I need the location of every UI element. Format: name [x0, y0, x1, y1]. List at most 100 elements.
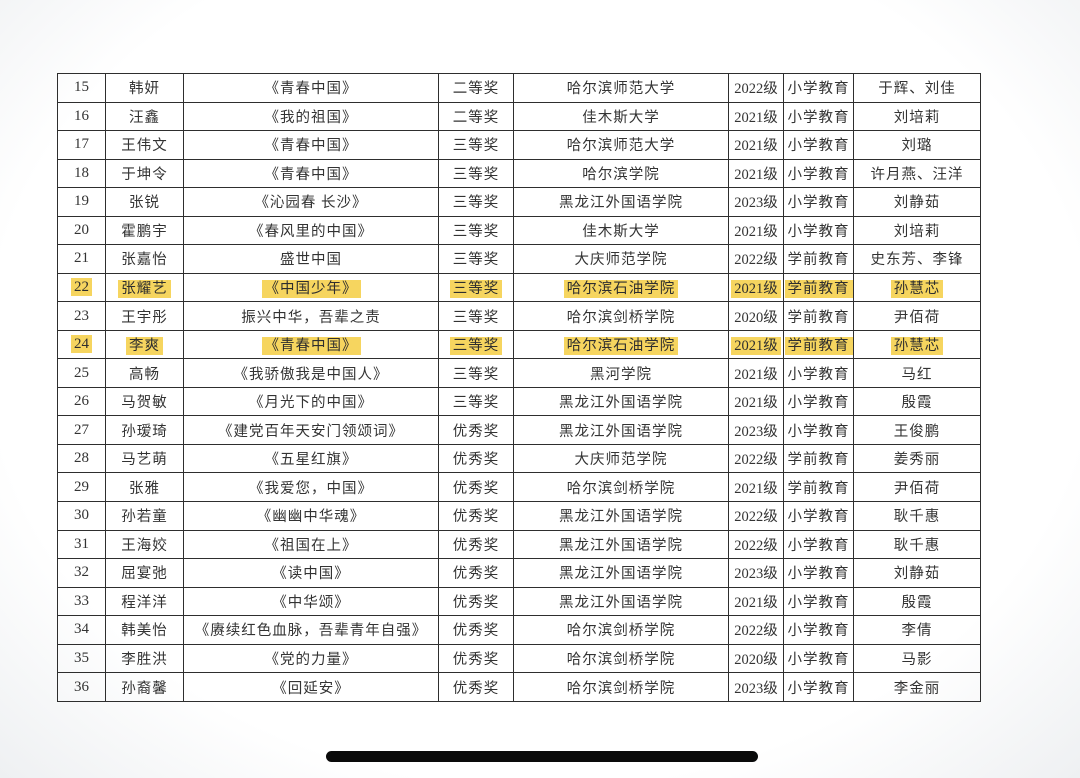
cell-number: 35 — [57, 643, 106, 674]
cell-student-name: 孙若童 — [105, 500, 184, 531]
table-row: 24 李爽 《青春中国》 三等奖 哈尔滨石油学院 2021级 学前教育 孙慧芯 — [57, 329, 981, 360]
highlight-mark: 《中国少年》 — [261, 279, 361, 298]
cell-work-title: 《春风里的中国》 — [183, 215, 439, 246]
cell-instructor: 许月燕、汪洋 — [853, 158, 981, 189]
cell-work-title: 《建党百年天安门领颂词》 — [183, 415, 439, 445]
cell-work-title: 《青春中国》 — [183, 73, 439, 103]
cell-number: 24 — [57, 329, 106, 360]
cell-work-title: 《祖国在上》 — [183, 529, 439, 560]
cell-school: 哈尔滨剑桥学院 — [513, 672, 729, 702]
cell-student-name: 张耀艺 — [105, 272, 184, 303]
cell-grade-year: 2022级 — [728, 500, 784, 531]
highlight-mark: 2021级 — [731, 279, 781, 298]
cell-grade-year: 2021级 — [728, 358, 784, 388]
cell-number: 19 — [57, 187, 106, 217]
cell-student-name: 于坤令 — [105, 158, 184, 189]
cell-award-level: 优秀奖 — [438, 615, 514, 645]
cell-student-name: 屈宴弛 — [105, 558, 184, 588]
cell-work-title: 振兴中华，吾辈之责 — [183, 301, 439, 331]
table-row: 33 程洋洋 《中华颂》 优秀奖 黑龙江外国语学院 2021级 小学教育 殷霞 — [57, 586, 981, 617]
cell-grade-year: 2020级 — [728, 643, 784, 674]
cell-school: 黑龙江外国语学院 — [513, 500, 729, 531]
table-row: 30 孙若童 《幽幽中华魂》 优秀奖 黑龙江外国语学院 2022级 小学教育 耿… — [57, 500, 981, 531]
cell-grade-year: 2022级 — [728, 615, 784, 645]
cell-school: 佳木斯大学 — [513, 101, 729, 132]
cell-student-name: 马艺萌 — [105, 443, 184, 474]
cell-number: 22 — [57, 272, 106, 303]
cell-major: 小学教育 — [783, 101, 854, 132]
cell-school: 黑龙江外国语学院 — [513, 529, 729, 560]
cell-work-title: 盛世中国 — [183, 244, 439, 274]
award-table: 15 韩妍 《青春中国》 二等奖 哈尔滨师范大学 2022级 小学教育 于辉、刘… — [57, 73, 981, 702]
cell-major: 小学教育 — [783, 386, 854, 417]
cell-instructor: 刘静茹 — [853, 187, 981, 217]
cell-student-name: 韩妍 — [105, 73, 184, 103]
cell-grade-year: 2021级 — [728, 130, 784, 160]
cell-major: 学前教育 — [783, 329, 854, 360]
cell-award-level: 三等奖 — [438, 130, 514, 160]
cell-award-level: 三等奖 — [438, 158, 514, 189]
cell-award-level: 优秀奖 — [438, 472, 514, 502]
cell-major: 学前教育 — [783, 272, 854, 303]
highlight-mark: 三等奖 — [449, 337, 503, 356]
cell-award-level: 三等奖 — [438, 272, 514, 303]
cell-work-title: 《我的祖国》 — [183, 101, 439, 132]
cell-award-level: 三等奖 — [438, 358, 514, 388]
cell-student-name: 霍鹏宇 — [105, 215, 184, 246]
cell-number: 18 — [57, 158, 106, 189]
cell-major: 小学教育 — [783, 130, 854, 160]
cell-grade-year: 2021级 — [728, 101, 784, 132]
table-row: 22 张耀艺 《中国少年》 三等奖 哈尔滨石油学院 2021级 学前教育 孙慧芯 — [57, 272, 981, 303]
cell-award-level: 三等奖 — [438, 301, 514, 331]
cell-major: 学前教育 — [783, 472, 854, 502]
cell-award-level: 优秀奖 — [438, 529, 514, 560]
cell-student-name: 张雅 — [105, 472, 184, 502]
cell-school: 哈尔滨师范大学 — [513, 73, 729, 103]
table-row: 20 霍鹏宇 《春风里的中国》 三等奖 佳木斯大学 2021级 小学教育 刘培莉 — [57, 215, 981, 246]
cell-award-level: 三等奖 — [438, 244, 514, 274]
home-indicator-bar[interactable] — [326, 751, 758, 762]
highlight-mark: 学前教育 — [784, 337, 853, 356]
cell-school: 黑龙江外国语学院 — [513, 558, 729, 588]
highlight-mark: 22 — [71, 277, 92, 296]
cell-award-level: 三等奖 — [438, 386, 514, 417]
award-table-grid: 15 韩妍 《青春中国》 二等奖 哈尔滨师范大学 2022级 小学教育 于辉、刘… — [57, 73, 981, 702]
cell-grade-year: 2023级 — [728, 415, 784, 445]
cell-number: 31 — [57, 529, 106, 560]
cell-major: 小学教育 — [783, 358, 854, 388]
cell-work-title: 《中国少年》 — [183, 272, 439, 303]
table-row: 19 张锐 《沁园春 长沙》 三等奖 黑龙江外国语学院 2023级 小学教育 刘… — [57, 187, 981, 217]
cell-instructor: 王俊鹏 — [853, 415, 981, 445]
cell-major: 学前教育 — [783, 443, 854, 474]
table-row: 35 李胜洪 《党的力量》 优秀奖 哈尔滨剑桥学院 2020级 小学教育 马影 — [57, 643, 981, 674]
cell-major: 小学教育 — [783, 672, 854, 702]
cell-work-title: 《我骄傲我是中国人》 — [183, 358, 439, 388]
cell-number: 21 — [57, 244, 106, 274]
cell-instructor: 马红 — [853, 358, 981, 388]
cell-award-level: 优秀奖 — [438, 415, 514, 445]
cell-school: 哈尔滨石油学院 — [513, 329, 729, 360]
cell-grade-year: 2023级 — [728, 187, 784, 217]
highlight-mark: 三等奖 — [449, 279, 503, 298]
cell-award-level: 优秀奖 — [438, 586, 514, 617]
cell-instructor: 马影 — [853, 643, 981, 674]
cell-grade-year: 2023级 — [728, 672, 784, 702]
cell-major: 小学教育 — [783, 529, 854, 560]
cell-work-title: 《幽幽中华魂》 — [183, 500, 439, 531]
highlight-mark: 2021级 — [731, 337, 781, 356]
cell-student-name: 王伟文 — [105, 130, 184, 160]
cell-school: 黑龙江外国语学院 — [513, 586, 729, 617]
cell-work-title: 《中华颂》 — [183, 586, 439, 617]
cell-major: 小学教育 — [783, 158, 854, 189]
cell-work-title: 《五星红旗》 — [183, 443, 439, 474]
table-row: 23 王宇彤 振兴中华，吾辈之责 三等奖 哈尔滨剑桥学院 2020级 学前教育 … — [57, 301, 981, 331]
cell-award-level: 三等奖 — [438, 187, 514, 217]
cell-award-level: 二等奖 — [438, 73, 514, 103]
cell-student-name: 王海姣 — [105, 529, 184, 560]
cell-number: 15 — [57, 73, 106, 103]
highlight-mark: 哈尔滨石油学院 — [563, 279, 679, 298]
cell-number: 26 — [57, 386, 106, 417]
cell-school: 哈尔滨学院 — [513, 158, 729, 189]
cell-student-name: 李爽 — [105, 329, 184, 360]
cell-number: 27 — [57, 415, 106, 445]
